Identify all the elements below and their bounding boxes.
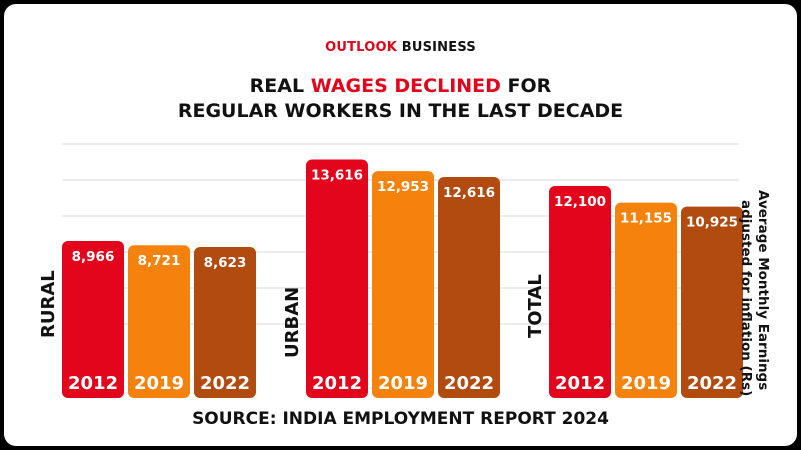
bar-rural-2022 bbox=[194, 246, 256, 398]
bar-total-2022 bbox=[681, 206, 743, 398]
infographic-card: OUTLOOK BUSINESS REAL WAGES DECLINED FOR… bbox=[4, 4, 797, 446]
title-highlight: WAGES DECLINED bbox=[310, 75, 501, 97]
value-label-total-2012: 12,100 bbox=[554, 194, 606, 210]
title-line-1: REAL WAGES DECLINED FOR bbox=[4, 74, 797, 99]
y-axis-label-line-1: Average Monthly Earnings bbox=[755, 190, 771, 390]
group-label-urban: URBAN bbox=[282, 287, 303, 358]
y-axis-label: Average Monthly Earnings adjusted for in… bbox=[739, 186, 795, 406]
year-label-total-2012: 2012 bbox=[555, 373, 605, 394]
bar-rural-2019 bbox=[128, 245, 190, 398]
value-label-rural-2022: 8,623 bbox=[204, 255, 247, 271]
value-label-total-2022: 10,925 bbox=[686, 215, 738, 231]
bar-total-2012 bbox=[549, 186, 611, 398]
year-label-total-2019: 2019 bbox=[621, 373, 671, 394]
brand-logo: OUTLOOK BUSINESS bbox=[4, 40, 797, 55]
year-label-urban-2012: 2012 bbox=[312, 373, 362, 394]
bar-urban-2022 bbox=[438, 177, 500, 398]
year-label-rural-2022: 2022 bbox=[200, 373, 250, 394]
value-label-rural-2012: 8,966 bbox=[72, 249, 115, 265]
brand-part-1: OUTLOOK bbox=[325, 40, 397, 55]
year-label-rural-2019: 2019 bbox=[134, 373, 184, 394]
value-label-total-2019: 11,155 bbox=[620, 211, 672, 227]
bar-urban-2012 bbox=[306, 159, 368, 398]
group-label-total: TOTAL bbox=[525, 274, 546, 338]
value-label-urban-2019: 12,953 bbox=[377, 179, 429, 195]
value-label-urban-2022: 12,616 bbox=[443, 185, 495, 201]
year-label-total-2022: 2022 bbox=[687, 373, 737, 394]
value-label-urban-2012: 13,616 bbox=[311, 167, 363, 183]
group-label-rural: RURAL bbox=[38, 270, 59, 338]
title-pre: REAL bbox=[249, 75, 311, 97]
value-label-rural-2019: 8,721 bbox=[138, 253, 181, 269]
year-label-urban-2019: 2019 bbox=[378, 373, 428, 394]
bar-urban-2019 bbox=[372, 171, 434, 398]
brand-part-2: BUSINESS bbox=[396, 40, 476, 55]
year-label-urban-2022: 2022 bbox=[444, 373, 494, 394]
bar-rural-2012 bbox=[62, 240, 124, 398]
source-note: SOURCE: INDIA EMPLOYMENT REPORT 2024 bbox=[192, 409, 609, 429]
title-post: FOR bbox=[500, 75, 552, 97]
bar-total-2019 bbox=[615, 202, 677, 398]
title-line-2: REGULAR WORKERS IN THE LAST DECADE bbox=[177, 100, 624, 122]
year-label-rural-2012: 2012 bbox=[68, 373, 118, 394]
bar-chart: RURAL 8,966 2012 8,721 2019 8,623 2022 URBAN 13,… bbox=[38, 143, 743, 398]
y-axis-label-line-2: adjusted for inflation (Rs) bbox=[739, 200, 754, 396]
chart-title: REAL WAGES DECLINED FOR REGULAR WORKERS … bbox=[4, 74, 797, 124]
